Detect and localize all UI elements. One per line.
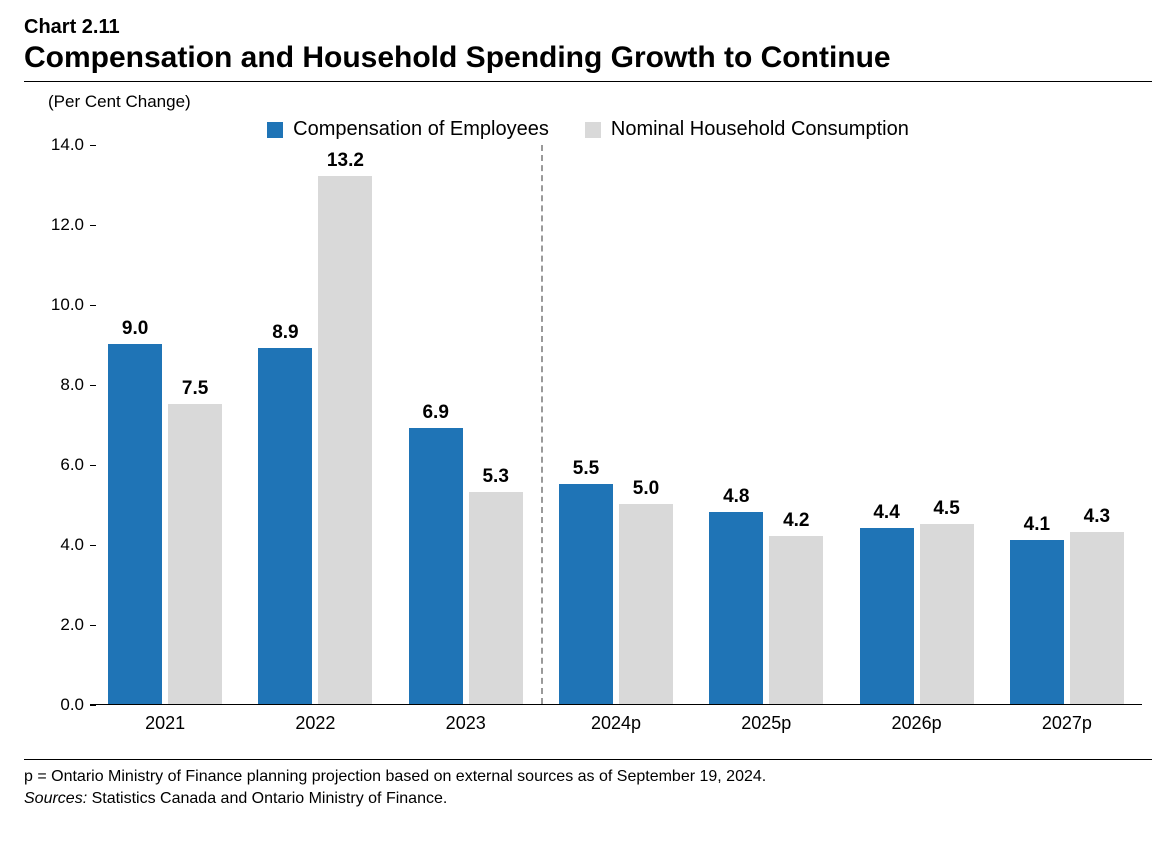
sources-line: Sources: Statistics Canada and Ontario M… (24, 790, 1152, 808)
bar-value-label: 5.3 (482, 466, 508, 488)
bar-group: 8.913.2 (258, 176, 372, 704)
legend-item: Compensation of Employees (267, 118, 549, 141)
sources-text: Statistics Canada and Ontario Ministry o… (87, 790, 447, 807)
bar-group: 4.84.2 (709, 512, 823, 704)
y-tick-label: 2.0 (32, 615, 84, 635)
y-tick-mark (90, 625, 96, 626)
title-rule (24, 81, 1152, 82)
bar-value-label: 8.9 (272, 322, 298, 344)
bar: 4.8 (709, 512, 763, 704)
y-tick-mark (90, 465, 96, 466)
chart-number: Chart 2.11 (24, 16, 1152, 39)
x-tick-label: 2023 (446, 713, 486, 734)
bar-value-label: 13.2 (327, 150, 364, 172)
x-tick-label: 2024p (591, 713, 641, 734)
bar-value-label: 5.5 (573, 458, 599, 480)
bar-group: 4.44.5 (860, 524, 974, 704)
bar-group: 4.14.3 (1010, 532, 1124, 704)
legend-label: Compensation of Employees (293, 118, 549, 141)
bar: 7.5 (168, 404, 222, 704)
y-tick-label: 10.0 (32, 295, 84, 315)
bar: 4.4 (860, 528, 914, 704)
y-tick-label: 4.0 (32, 535, 84, 555)
legend-swatch (267, 122, 283, 138)
bar: 13.2 (318, 176, 372, 704)
bar-value-label: 4.3 (1084, 506, 1110, 528)
bar: 4.5 (920, 524, 974, 704)
x-tick-label: 2022 (295, 713, 335, 734)
x-tick-label: 2027p (1042, 713, 1092, 734)
y-tick-label: 6.0 (32, 455, 84, 475)
y-ticks: 0.02.04.06.08.010.012.014.0 (32, 145, 90, 741)
x-tick-label: 2025p (741, 713, 791, 734)
bar: 6.9 (409, 428, 463, 704)
y-tick-label: 8.0 (32, 375, 84, 395)
bar-value-label: 4.8 (723, 486, 749, 508)
plot-area: 9.07.58.913.26.95.35.55.04.84.24.44.54.1… (90, 145, 1142, 705)
chart-title: Compensation and Household Spending Grow… (24, 41, 1152, 75)
bar: 4.2 (769, 536, 823, 704)
bar-value-label: 4.2 (783, 510, 809, 532)
y-tick-mark (90, 225, 96, 226)
bar: 5.3 (469, 492, 523, 704)
y-tick-mark (90, 145, 96, 146)
y-tick-mark (90, 305, 96, 306)
footnote-projection: p = Ontario Ministry of Finance planning… (24, 766, 1152, 788)
sources-label: Sources: (24, 790, 87, 807)
y-tick-label: 0.0 (32, 695, 84, 715)
bar-group: 9.07.5 (108, 344, 222, 704)
bar-group: 6.95.3 (409, 428, 523, 704)
legend-item: Nominal Household Consumption (585, 118, 909, 141)
legend: Compensation of Employees Nominal Househo… (24, 118, 1152, 141)
bar-value-label: 4.1 (1024, 514, 1050, 536)
x-tick-label: 2026p (892, 713, 942, 734)
x-tick-label: 2021 (145, 713, 185, 734)
footer-rule (24, 759, 1152, 760)
bar: 4.1 (1010, 540, 1064, 704)
chart-container: Chart 2.11 Compensation and Household Sp… (24, 16, 1152, 808)
legend-label: Nominal Household Consumption (611, 118, 909, 141)
bar-value-label: 7.5 (182, 378, 208, 400)
chart-frame: 0.02.04.06.08.010.012.014.0 9.07.58.913.… (32, 145, 1142, 741)
x-axis-labels: 2021 2022 2023 2024p 2025p 2026p 2027p (90, 705, 1142, 741)
y-tick-mark (90, 545, 96, 546)
bar-value-label: 4.5 (933, 498, 959, 520)
y-tick-label: 14.0 (32, 135, 84, 155)
projection-divider (541, 145, 543, 704)
bar-group: 5.55.0 (559, 484, 673, 704)
y-tick-mark (90, 385, 96, 386)
bar: 5.5 (559, 484, 613, 704)
bar-value-label: 4.4 (873, 502, 899, 524)
bar: 8.9 (258, 348, 312, 704)
bar: 9.0 (108, 344, 162, 704)
y-tick-label: 12.0 (32, 215, 84, 235)
y-axis-title: (Per Cent Change) (48, 92, 1152, 112)
bar-value-label: 6.9 (422, 402, 448, 424)
bar: 4.3 (1070, 532, 1124, 704)
bar-value-label: 5.0 (633, 478, 659, 500)
bar-value-label: 9.0 (122, 318, 148, 340)
legend-swatch (585, 122, 601, 138)
bar: 5.0 (619, 504, 673, 704)
